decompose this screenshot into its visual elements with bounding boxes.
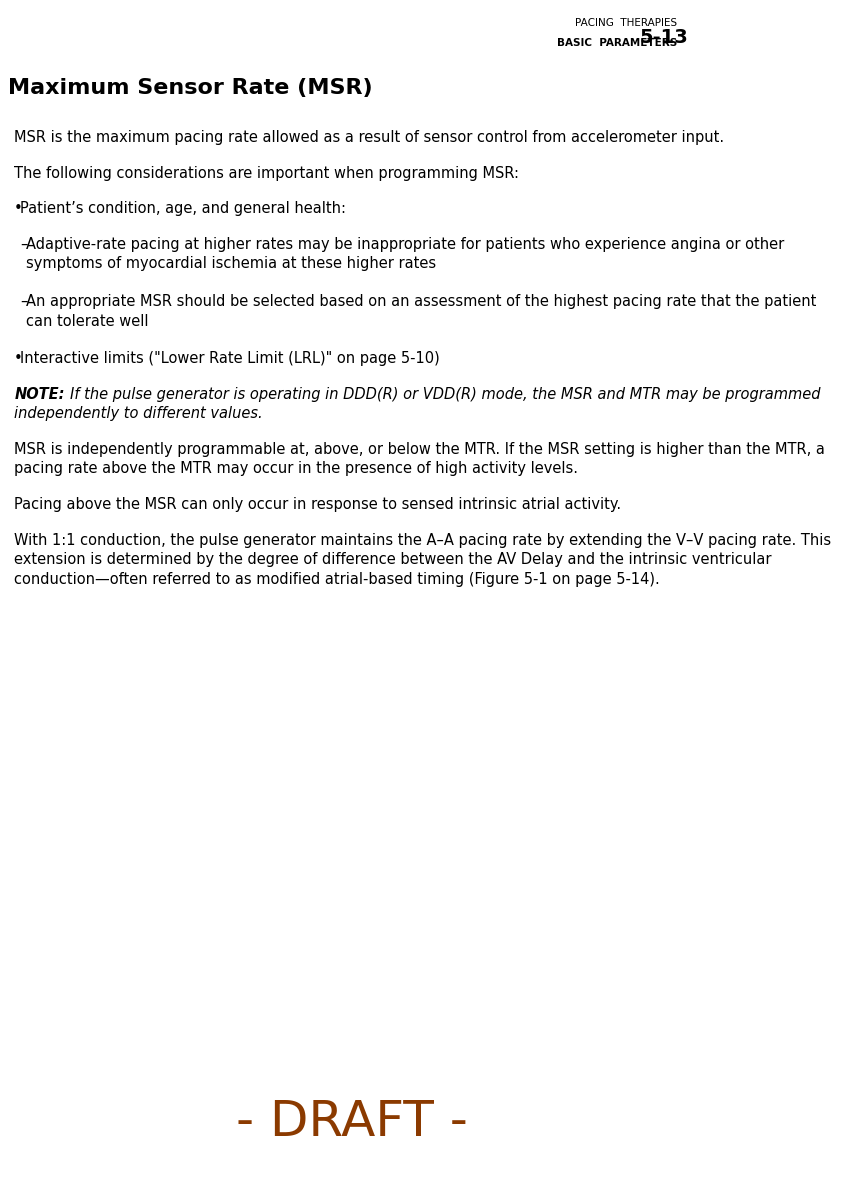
Text: NOTE:: NOTE: — [14, 387, 65, 402]
Text: –: – — [20, 294, 28, 309]
Text: If the pulse generator is operating in DDD(R) or VDD(R) mode, the MSR and MTR ma: If the pulse generator is operating in D… — [70, 387, 820, 402]
Text: Interactive limits ("Lower Rate Limit (LRL)" on page 5-10): Interactive limits ("Lower Rate Limit (L… — [20, 351, 440, 367]
Text: - DRAFT -: - DRAFT - — [236, 1098, 467, 1146]
Text: –: – — [20, 236, 28, 252]
Text: An appropriate MSR should be selected based on an assessment of the highest paci: An appropriate MSR should be selected ba… — [26, 294, 816, 309]
Text: BASIC  PARAMETERS: BASIC PARAMETERS — [556, 38, 677, 48]
Text: pacing rate above the MTR may occur in the presence of high activity levels.: pacing rate above the MTR may occur in t… — [14, 461, 578, 476]
Text: conduction—often referred to as modified atrial-based timing (Figure 5-1 on page: conduction—often referred to as modified… — [14, 572, 660, 586]
Text: extension is determined by the degree of difference between the AV Delay and the: extension is determined by the degree of… — [14, 553, 772, 567]
Text: 5-13: 5-13 — [639, 27, 689, 47]
Text: •: • — [14, 351, 23, 367]
Text: symptoms of myocardial ischemia at these higher rates: symptoms of myocardial ischemia at these… — [26, 257, 435, 271]
Text: The following considerations are important when programming MSR:: The following considerations are importa… — [14, 166, 519, 180]
Text: •: • — [14, 202, 23, 216]
Text: MSR is the maximum pacing rate allowed as a result of sensor control from accele: MSR is the maximum pacing rate allowed a… — [14, 130, 724, 144]
Text: Maximum Sensor Rate (MSR): Maximum Sensor Rate (MSR) — [8, 78, 372, 98]
Text: independently to different values.: independently to different values. — [14, 406, 263, 421]
Text: Pacing above the MSR can only occur in response to sensed intrinsic atrial activ: Pacing above the MSR can only occur in r… — [14, 497, 621, 512]
Text: can tolerate well: can tolerate well — [26, 314, 148, 328]
Text: With 1:1 conduction, the pulse generator maintains the A–A pacing rate by extend: With 1:1 conduction, the pulse generator… — [14, 533, 831, 548]
Text: Patient’s condition, age, and general health:: Patient’s condition, age, and general he… — [20, 202, 346, 216]
Text: MSR is independently programmable at, above, or below the MTR. If the MSR settin: MSR is independently programmable at, ab… — [14, 442, 825, 457]
Text: PACING  THERAPIES: PACING THERAPIES — [575, 18, 677, 27]
Text: Adaptive-rate pacing at higher rates may be inappropriate for patients who exper: Adaptive-rate pacing at higher rates may… — [26, 236, 784, 252]
